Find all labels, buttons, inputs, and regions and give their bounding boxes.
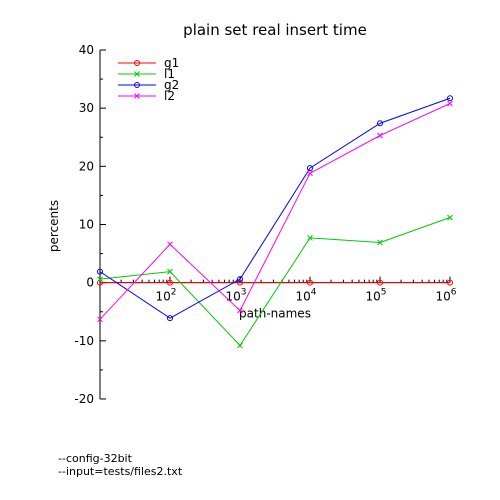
data-point-l2 xyxy=(97,316,103,323)
y-tick-label: 0 xyxy=(86,276,94,290)
data-point-g2 xyxy=(237,276,243,283)
data-point-g1 xyxy=(97,279,103,286)
chart-title: plain set real insert time xyxy=(183,21,367,39)
data-point-l1 xyxy=(377,239,383,246)
legend-label-g1: g1 xyxy=(164,56,179,70)
data-point-g1 xyxy=(307,279,313,286)
series-line-g2 xyxy=(99,97,451,319)
data-point-l1 xyxy=(307,235,313,241)
x-tick-label: 102 xyxy=(155,288,176,304)
axes: -20 -10 0 10 20 30 40 102 103 104 105 106 path-names xyxy=(74,43,456,406)
data-point-g2 xyxy=(307,165,313,172)
data-point-l1 xyxy=(237,342,243,349)
x-tick-label: 103 xyxy=(225,288,246,304)
x-tick-label: 104 xyxy=(295,288,316,304)
data-point-g2 xyxy=(377,120,383,127)
legend-marker-l1 xyxy=(134,71,140,77)
data-point-g1 xyxy=(237,279,243,286)
data-point-g2 xyxy=(447,95,453,102)
data-point-l2 xyxy=(307,170,313,177)
x-tick-label: 106 xyxy=(435,288,456,304)
data-point-g1 xyxy=(377,279,383,286)
series-line-l1 xyxy=(99,217,451,347)
y-tick-label: -10 xyxy=(74,334,94,348)
data-point-l2 xyxy=(167,241,173,248)
legend-label-l1: l1 xyxy=(164,67,175,81)
series-line-l2 xyxy=(99,103,451,320)
data-point-g1 xyxy=(447,279,453,286)
data-point-l1 xyxy=(167,268,173,275)
y-tick-label: 10 xyxy=(79,218,94,232)
x-axis-label: path-names xyxy=(239,307,311,321)
data-point-l2 xyxy=(377,132,383,139)
data-point-l2 xyxy=(447,100,453,107)
data-point-l1 xyxy=(447,214,453,221)
data-point-l2 xyxy=(237,307,243,314)
y-tick-label: 40 xyxy=(79,43,94,57)
legend-label-g2: g2 xyxy=(164,78,179,92)
legend-marker-g2 xyxy=(134,82,140,88)
data-point-g2 xyxy=(167,315,173,322)
x-tick-label: 105 xyxy=(365,288,386,304)
legend-label-l2: l2 xyxy=(164,89,175,103)
data-point-g2 xyxy=(97,268,103,275)
series-layer xyxy=(97,95,453,349)
footnote-input: --input=tests/files2.txt xyxy=(58,465,183,478)
y-axis-label: percents xyxy=(47,200,61,252)
data-point-l1 xyxy=(97,276,103,283)
data-point-g1 xyxy=(167,279,173,286)
y-tick-label: 20 xyxy=(79,159,94,173)
y-tick-label: -20 xyxy=(74,392,94,406)
legend-marker-g1 xyxy=(134,60,140,66)
y-tick-label: 30 xyxy=(79,101,94,115)
footnote-config: --config-32bit xyxy=(58,452,132,465)
legend-marker-l2 xyxy=(134,93,140,99)
